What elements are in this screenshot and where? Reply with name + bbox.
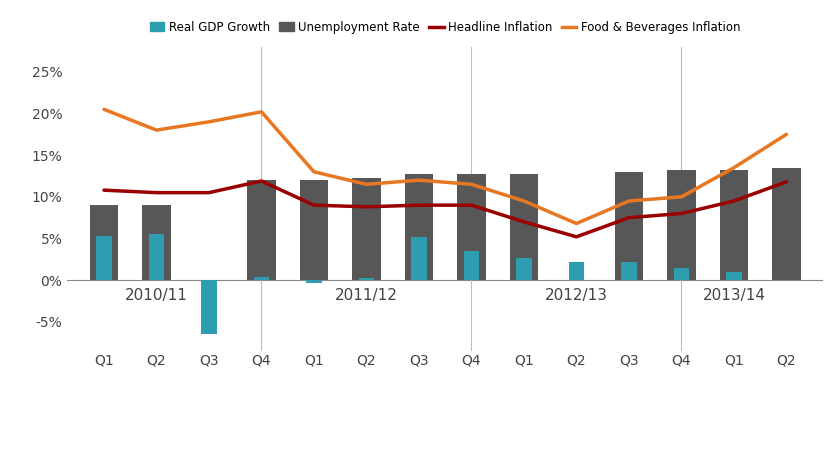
- Bar: [667, 170, 696, 280]
- Text: 2012/13: 2012/13: [545, 288, 608, 303]
- Bar: [510, 174, 538, 280]
- Bar: [201, 280, 217, 334]
- Bar: [411, 237, 427, 280]
- Bar: [615, 172, 643, 280]
- Bar: [359, 278, 375, 280]
- Bar: [306, 280, 322, 284]
- Bar: [90, 205, 118, 280]
- Bar: [300, 180, 328, 280]
- Bar: [726, 272, 742, 280]
- Text: 2010/11: 2010/11: [125, 288, 188, 303]
- Bar: [772, 168, 801, 280]
- Bar: [569, 262, 585, 280]
- Bar: [247, 180, 276, 280]
- Bar: [464, 251, 480, 280]
- Bar: [142, 205, 171, 280]
- Bar: [405, 174, 433, 280]
- Text: 2013/14: 2013/14: [702, 288, 765, 303]
- Bar: [254, 277, 270, 280]
- Bar: [720, 170, 748, 280]
- Bar: [621, 262, 637, 280]
- Text: 2011/12: 2011/12: [335, 288, 398, 303]
- Bar: [674, 268, 690, 280]
- Bar: [457, 174, 486, 280]
- Bar: [149, 234, 165, 280]
- Legend: Real GDP Growth, Unemployment Rate, Headline Inflation, Food & Beverages Inflati: Real GDP Growth, Unemployment Rate, Head…: [145, 16, 745, 39]
- Bar: [516, 258, 532, 280]
- Bar: [352, 178, 381, 280]
- Bar: [96, 236, 112, 280]
